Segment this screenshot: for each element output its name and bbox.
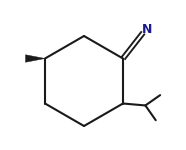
- Text: N: N: [141, 23, 152, 36]
- Polygon shape: [25, 55, 45, 62]
